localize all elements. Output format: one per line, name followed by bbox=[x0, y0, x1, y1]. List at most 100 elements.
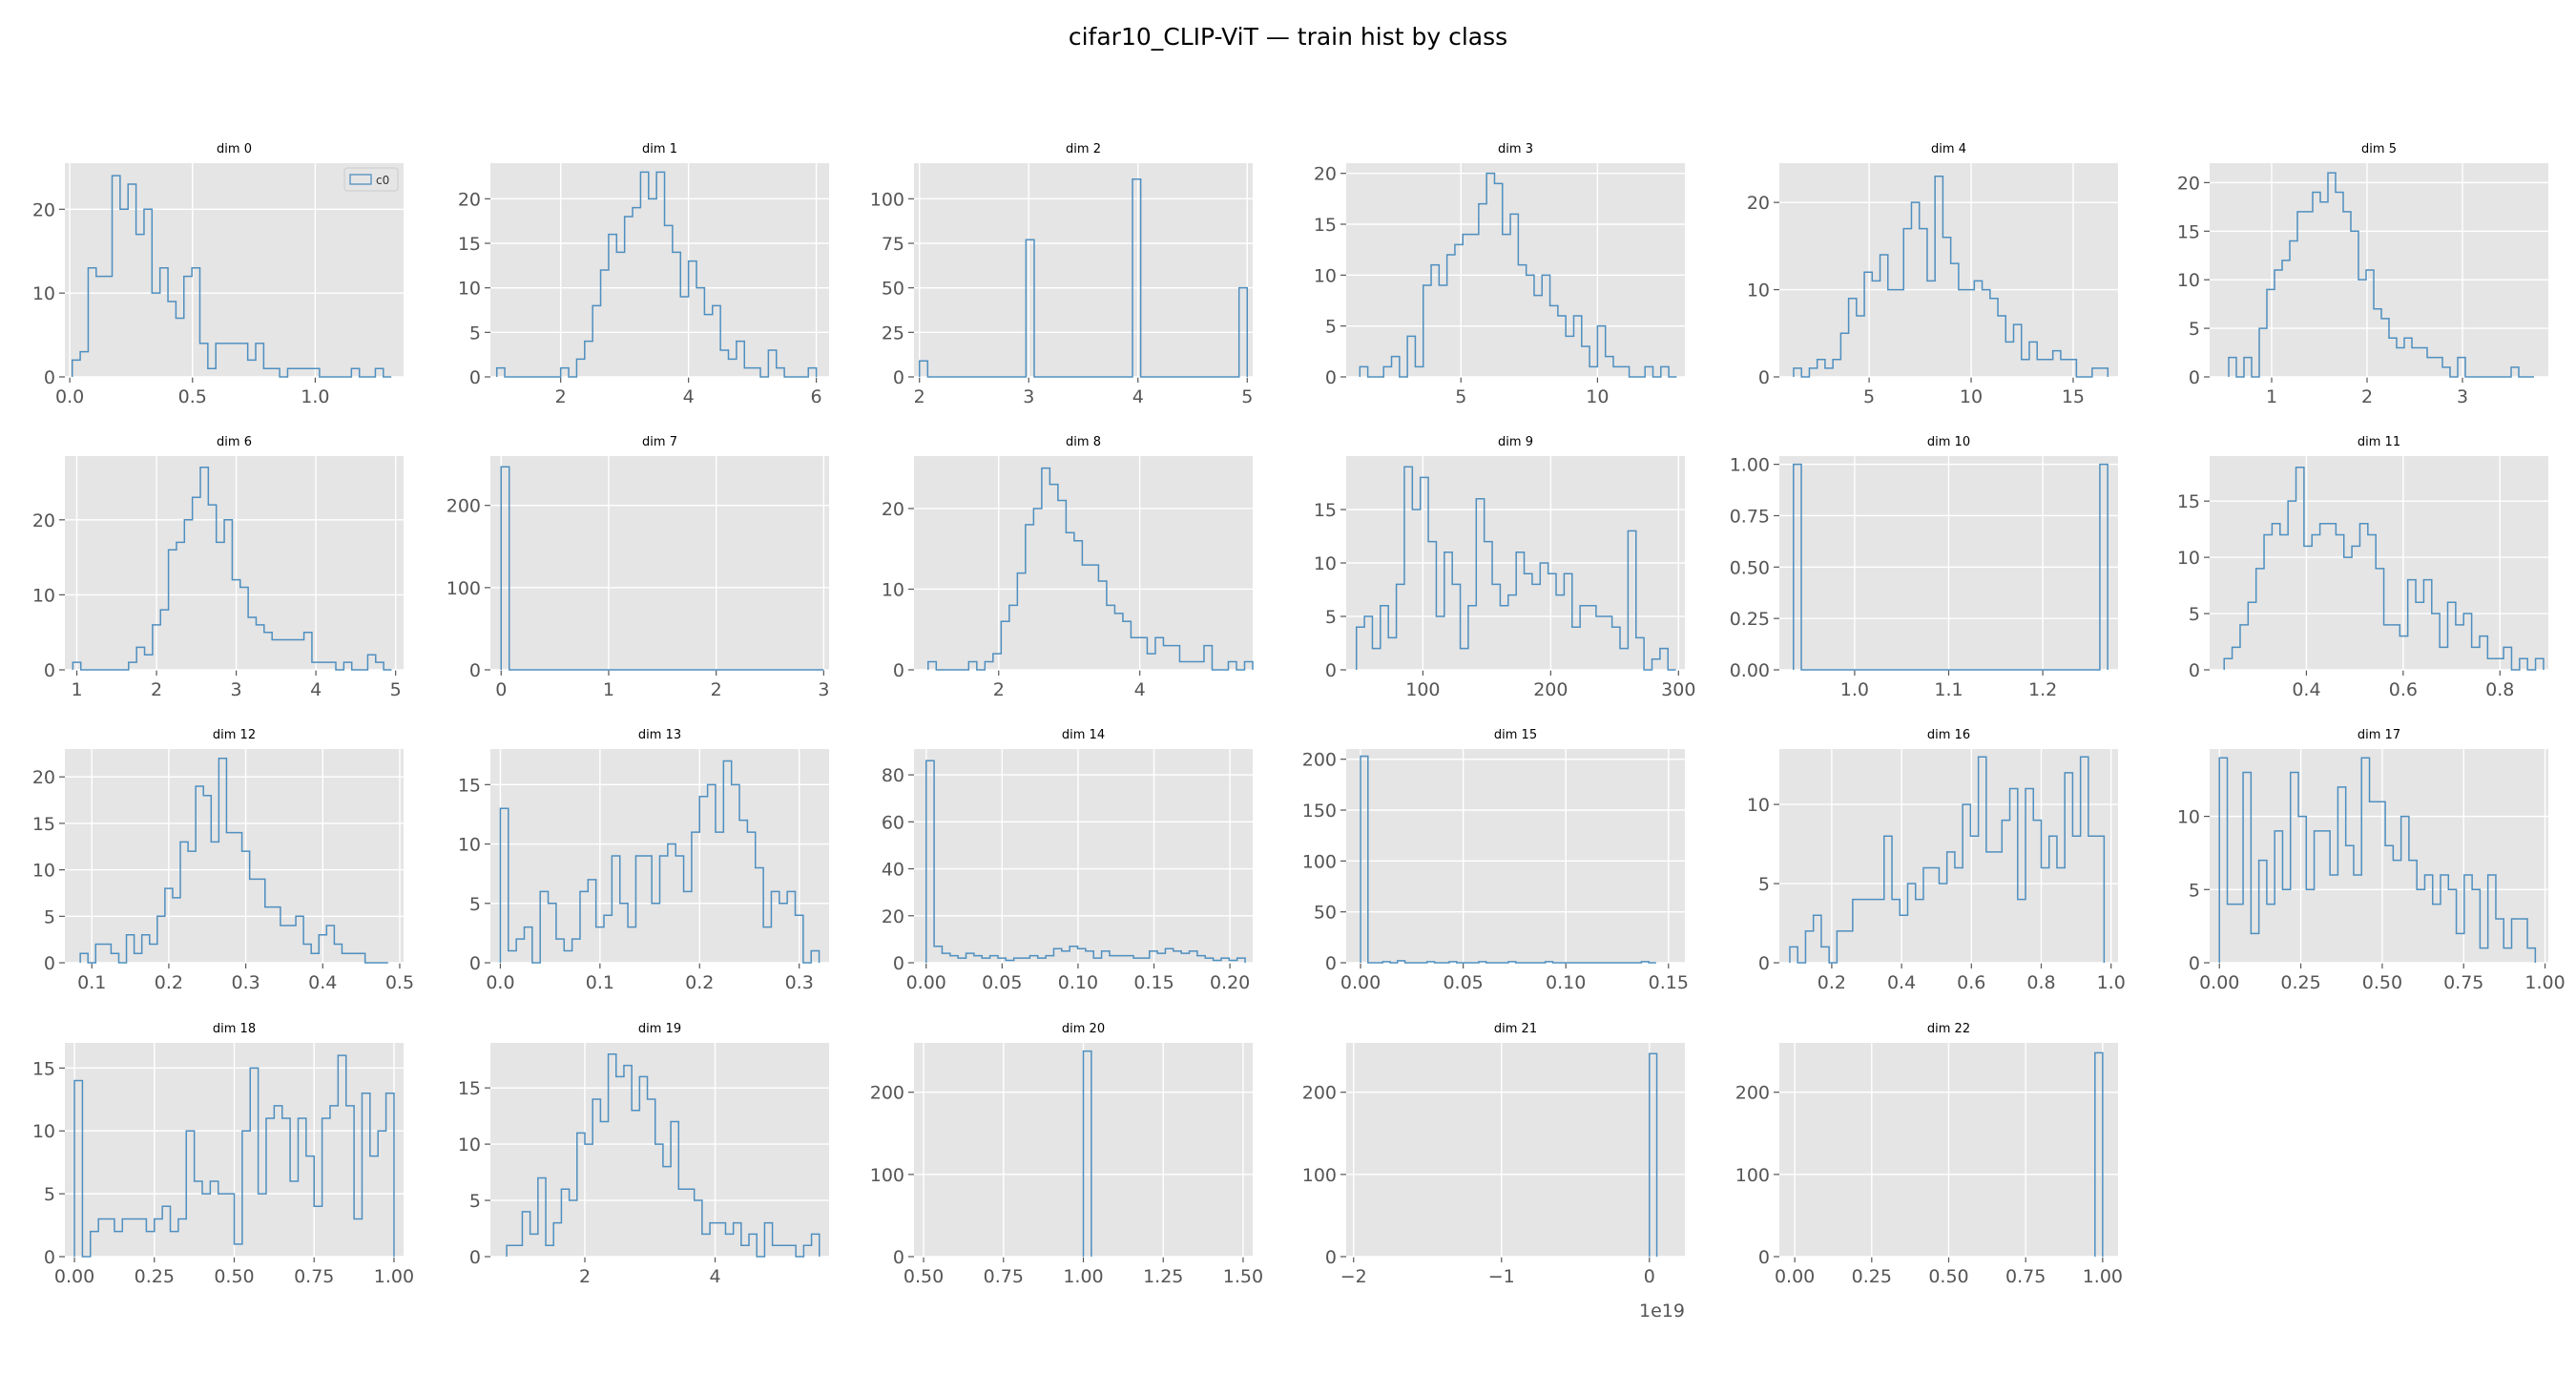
subplot-4: dim 4 5 10 15 0 10 20 bbox=[1747, 142, 2118, 407]
histogram-steps bbox=[918, 178, 1249, 378]
plot-area bbox=[490, 163, 829, 377]
x-tick-label: 0.6 bbox=[2389, 679, 2418, 700]
x-tick-label: 0.75 bbox=[2443, 972, 2483, 993]
x-tick-label: 200 bbox=[1533, 679, 1568, 700]
y-tick-label: 10 bbox=[2177, 807, 2200, 828]
subplot-title: dim 19 bbox=[638, 1022, 681, 1036]
subplot-title: dim 20 bbox=[1062, 1022, 1105, 1036]
y-tick-label: 0.75 bbox=[1730, 506, 1770, 527]
x-tick-label: 300 bbox=[1661, 679, 1695, 700]
y-tick-label: 100 bbox=[1302, 851, 1337, 872]
plot-area bbox=[490, 1043, 829, 1257]
plot-area bbox=[1779, 163, 2118, 377]
histogram-steps bbox=[2094, 1051, 2104, 1257]
subplot-title: dim 6 bbox=[217, 435, 252, 449]
histogram-steps bbox=[500, 466, 824, 671]
x-tick-label: 0 bbox=[1644, 1266, 1655, 1287]
x-tick-label: 0.2 bbox=[685, 972, 714, 993]
y-tick-label: 10 bbox=[32, 861, 55, 882]
legend-swatch bbox=[349, 174, 372, 185]
y-tick-label: 15 bbox=[458, 1078, 481, 1099]
y-tick-label: 100 bbox=[447, 578, 481, 599]
subplot-title: dim 13 bbox=[638, 728, 681, 742]
y-tick-label: 10 bbox=[32, 283, 55, 304]
x-tick-label: 6 bbox=[811, 386, 822, 407]
x-tick-label: 0.00 bbox=[906, 972, 946, 993]
y-tick-label: 5 bbox=[2189, 880, 2200, 901]
y-tick-label: 40 bbox=[882, 860, 904, 881]
plot-area bbox=[65, 749, 404, 963]
y-tick-label: 5 bbox=[469, 894, 481, 915]
subplot-1: dim 1 2 4 6 0 5 10 15 20 bbox=[458, 142, 829, 407]
x-tick-label: 0.50 bbox=[214, 1266, 254, 1287]
x-tick-label: 0.25 bbox=[1852, 1266, 1892, 1287]
y-tick-label: 0 bbox=[469, 953, 481, 974]
subplot-title: dim 1 bbox=[642, 142, 677, 156]
x-tick-label: 10 bbox=[1960, 386, 1983, 407]
y-tick-label: 0 bbox=[2189, 953, 2200, 974]
plot-area bbox=[65, 456, 404, 670]
y-tick-label: 20 bbox=[32, 767, 55, 788]
x-tick-label: 2 bbox=[579, 1266, 591, 1287]
y-tick-label: 50 bbox=[1314, 903, 1337, 924]
subplot-title: dim 16 bbox=[1927, 728, 1970, 742]
subplot-16: dim 16 0.2 0.4 0.6 0.8 1.0 0 5 10 bbox=[1747, 728, 2126, 993]
x-tick-label: 3 bbox=[1023, 386, 1034, 407]
x-tick-label: 0.15 bbox=[1649, 972, 1689, 993]
subplot-title: dim 3 bbox=[1498, 142, 1533, 156]
x-tick-label: 3 bbox=[231, 679, 242, 700]
y-tick-label: 200 bbox=[1302, 750, 1337, 771]
y-tick-label: 10 bbox=[458, 279, 481, 300]
x-tick-label: 1.00 bbox=[2083, 1266, 2123, 1287]
subplot-title: dim 21 bbox=[1494, 1022, 1537, 1036]
x-tick-label: 0.75 bbox=[2005, 1266, 2046, 1287]
x-tick-label: 5 bbox=[1863, 386, 1875, 407]
x-tick-label: 0.8 bbox=[2485, 679, 2514, 700]
x-tick-label: 0.00 bbox=[2199, 972, 2239, 993]
y-tick-label: 0 bbox=[44, 953, 55, 974]
x-tick-label: 1.50 bbox=[1223, 1266, 1263, 1287]
y-tick-label: 150 bbox=[1302, 801, 1337, 822]
plot-area bbox=[1779, 749, 2118, 963]
histogram-steps bbox=[1793, 175, 2109, 378]
x-tick-label: 0.3 bbox=[231, 972, 260, 993]
y-tick-label: 10 bbox=[1747, 281, 1770, 302]
y-tick-label: 10 bbox=[882, 579, 904, 600]
subplot-18: dim 18 0.00 0.25 0.50 0.75 1.00 0 5 10 15 bbox=[32, 1022, 414, 1287]
subplot-title: dim 7 bbox=[642, 435, 677, 449]
histogram-steps bbox=[1360, 755, 1656, 964]
y-tick-label: 200 bbox=[1735, 1083, 1770, 1104]
x-tick-label: 0.4 bbox=[2292, 679, 2320, 700]
subplot-10: dim 10 1.0 1.1 1.2 0.00 0.25 0.50 0.75 1.00 bbox=[1730, 435, 2118, 700]
y-tick-label: 15 bbox=[32, 1058, 55, 1079]
x-tick-label: 0.05 bbox=[982, 972, 1022, 993]
histogram-steps bbox=[2223, 467, 2545, 671]
subplot-7: dim 7 0 1 2 3 0 100 200 bbox=[447, 435, 830, 700]
y-tick-label: 15 bbox=[458, 234, 481, 255]
x-tick-label: 10 bbox=[1586, 386, 1609, 407]
x-tick-label: 0.2 bbox=[1818, 972, 1846, 993]
x-tick-label: 0.2 bbox=[155, 972, 183, 993]
y-tick-label: 5 bbox=[469, 1191, 481, 1212]
x-tick-label: 0.4 bbox=[1887, 972, 1916, 993]
x-tick-label: 0.75 bbox=[294, 1266, 334, 1287]
y-tick-label: 5 bbox=[2189, 604, 2200, 625]
subplot-title: dim 10 bbox=[1927, 435, 1970, 449]
y-tick-label: 5 bbox=[1325, 607, 1337, 628]
x-tick-label: 1.0 bbox=[2097, 972, 2126, 993]
x-tick-label: 0.20 bbox=[1210, 972, 1250, 993]
y-tick-label: 10 bbox=[1314, 265, 1337, 286]
histogram-steps bbox=[2218, 757, 2537, 963]
y-tick-label: 0 bbox=[469, 660, 481, 681]
y-tick-label: 15 bbox=[1314, 500, 1337, 521]
y-tick-label: 15 bbox=[32, 814, 55, 835]
histogram-steps bbox=[495, 171, 818, 378]
subplot-0: dim 0 0.0 0.5 1.0 0 10 20 c0 bbox=[32, 142, 404, 407]
x-tick-label: 0.4 bbox=[308, 972, 337, 993]
x-tick-label: 0 bbox=[495, 679, 507, 700]
x-tick-label: 3 bbox=[2457, 386, 2468, 407]
plot-area bbox=[490, 456, 829, 670]
x-tick-label: 0.0 bbox=[486, 972, 514, 993]
y-tick-label: 0 bbox=[1325, 1247, 1337, 1268]
subplot-title: dim 0 bbox=[217, 142, 252, 156]
